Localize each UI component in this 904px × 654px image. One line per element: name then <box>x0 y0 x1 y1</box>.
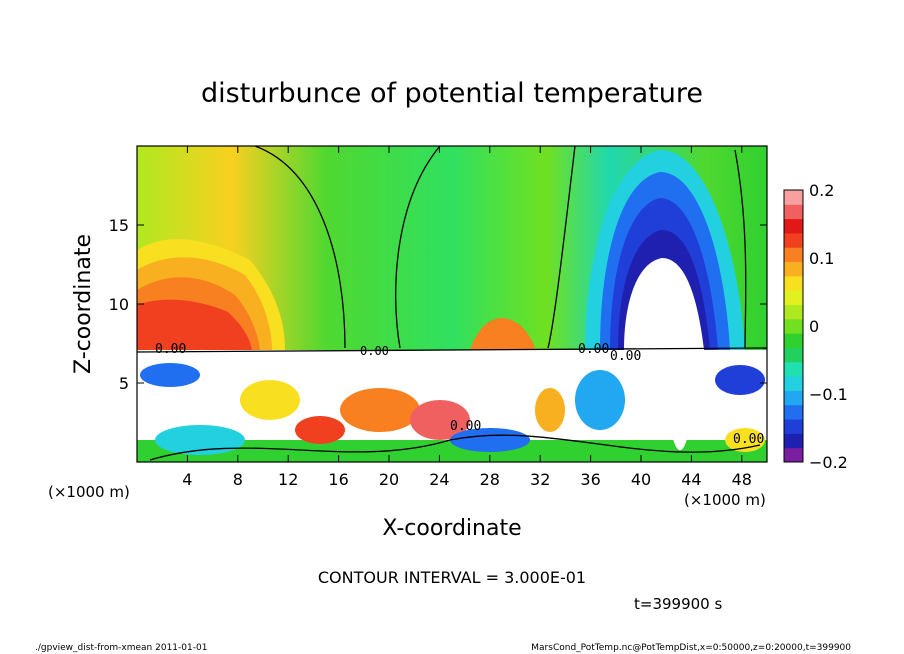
colorbar-swatch <box>784 433 803 449</box>
colorbar-swatch <box>784 376 803 391</box>
x-unit-label: (×1000 m) <box>48 483 130 501</box>
x-tick-label: 12 <box>278 470 298 489</box>
x-tick-label: 32 <box>530 470 550 489</box>
y-tick-label: 15 <box>109 216 129 235</box>
svg-text:0.00: 0.00 <box>155 342 186 357</box>
chart-title: disturbunce of potential temperature <box>201 78 703 109</box>
warm-patch-mid <box>470 318 535 350</box>
colorbar <box>784 190 803 463</box>
x-tick-label: 4 <box>182 470 192 489</box>
contour-labels: 0.00 0.00 0.00 0.00 0.00 0.00 <box>155 342 764 447</box>
plot-area <box>137 146 767 462</box>
colorbar-swatch <box>784 261 803 277</box>
y-tick-label: 5 <box>119 374 129 393</box>
footer-left: ./gpview_dist-from-xmean 2011-01-01 <box>35 643 207 653</box>
x-tick-label: 20 <box>379 470 399 489</box>
cold-plume-right <box>585 150 745 350</box>
colorbar-swatch <box>784 304 803 320</box>
svg-text:0.00: 0.00 <box>450 419 481 434</box>
colorbar-swatch <box>784 361 803 377</box>
svg-text:0.00: 0.00 <box>360 344 389 358</box>
lower-turbulence <box>137 363 767 462</box>
colorbar-swatch <box>784 390 803 406</box>
colorbar-swatch <box>784 275 803 291</box>
colorbar-tick-label: 0.1 <box>809 249 834 268</box>
svg-text:0.00: 0.00 <box>610 349 641 364</box>
colorbar-swatch <box>784 204 803 220</box>
x-tick-label: 24 <box>429 470 449 489</box>
svg-text:0.00: 0.00 <box>578 342 609 357</box>
y-axis: 5 10 15 <box>109 216 767 393</box>
y-unit-label: (×1000 m) <box>684 491 766 509</box>
x-tick-label: 36 <box>580 470 600 489</box>
colorbar-tick-label: −0.2 <box>809 453 848 472</box>
colorbar-tick-label: 0.2 <box>809 181 834 200</box>
warm-plume-left <box>137 239 285 350</box>
colorbar-swatch <box>784 218 803 234</box>
x-tick-label: 8 <box>233 470 243 489</box>
colorbar-swatch <box>784 190 803 205</box>
x-axis: 4 8 12 16 20 24 28 32 36 40 44 48 <box>182 146 752 489</box>
x-axis-label: X-coordinate <box>382 516 521 541</box>
colorbar-swatch <box>784 404 803 420</box>
contour-lines <box>137 146 767 461</box>
time-label: t=399900 s <box>634 595 722 613</box>
colorbar-swatch <box>784 347 803 363</box>
y-axis-label: Z-coordinate <box>71 234 96 374</box>
colorbar-swatch <box>784 333 803 348</box>
x-tick-label: 40 <box>631 470 651 489</box>
colorbar-swatch <box>784 232 803 248</box>
footer-right: MarsCond_PotTemp.nc@PotTempDist,x=0:5000… <box>531 643 851 653</box>
colorbar-swatch <box>784 419 803 434</box>
contour-interval: CONTOUR INTERVAL = 3.000E-01 <box>318 568 586 587</box>
x-tick-label: 28 <box>480 470 500 489</box>
x-tick-label: 44 <box>681 470 701 489</box>
x-tick-label: 16 <box>328 470 348 489</box>
colorbar-swatch <box>784 318 803 334</box>
colorbar-swatch <box>784 290 803 306</box>
colorbar-swatch <box>784 447 803 463</box>
colorbar-tick-label: 0 <box>809 317 819 336</box>
colorbar-frame <box>783 189 804 463</box>
y-tick-label: 10 <box>109 295 129 314</box>
colorbar-labels: 0.2 0.1 0 −0.1 −0.2 <box>809 181 848 472</box>
svg-text:0.00: 0.00 <box>733 432 764 447</box>
colorbar-tick-label: −0.1 <box>809 385 848 404</box>
colorbar-swatch <box>784 247 803 263</box>
x-tick-label: 48 <box>732 470 752 489</box>
